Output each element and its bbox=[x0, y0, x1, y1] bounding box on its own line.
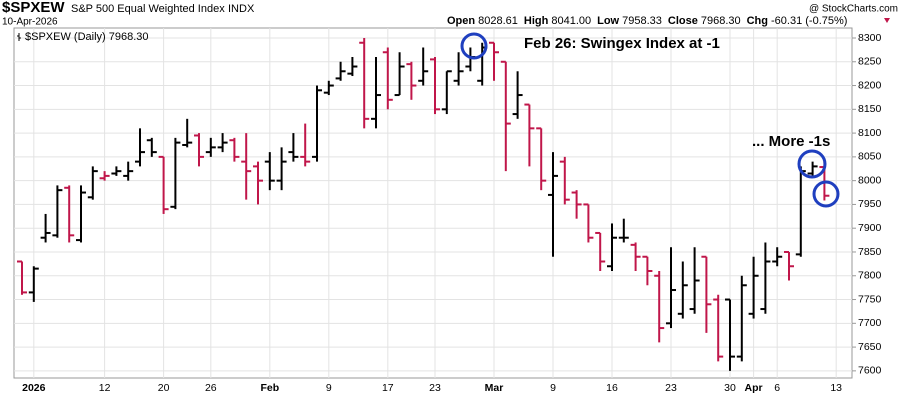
x-tick-label: 17 bbox=[382, 382, 394, 394]
x-tick-label: 9 bbox=[550, 382, 556, 394]
y-tick-label: 8050 bbox=[858, 151, 882, 163]
x-tick-label: 12 bbox=[99, 382, 111, 394]
x-tick-label: 23 bbox=[429, 382, 441, 394]
highlight-circle bbox=[812, 180, 840, 208]
quote-value: 8028.61 bbox=[478, 15, 518, 27]
quote-label: High bbox=[524, 15, 549, 27]
y-tick-label: 8200 bbox=[858, 79, 882, 91]
annotation: Feb 26: Swingex Index at -1 bbox=[524, 35, 720, 52]
y-tick-label: 7900 bbox=[858, 222, 882, 234]
quote-value: 8041.00 bbox=[551, 15, 591, 27]
y-tick-label: 8000 bbox=[858, 174, 882, 186]
quote-value: -60.31 (-0.75%) bbox=[771, 15, 847, 27]
quote-label: Open bbox=[447, 15, 475, 27]
x-tick-label: 20 bbox=[158, 382, 170, 394]
annotation: ... More -1s bbox=[752, 133, 830, 150]
down-arrow bbox=[884, 18, 890, 23]
x-tick-label: 13 bbox=[830, 382, 842, 394]
legend-icon bbox=[17, 33, 21, 41]
copyright: @ StockCharts.com bbox=[809, 4, 898, 15]
quote-label: Close bbox=[668, 15, 698, 27]
y-tick-label: 7700 bbox=[858, 317, 882, 329]
y-tick-label: 7600 bbox=[858, 365, 882, 377]
highlight-circle bbox=[460, 32, 488, 60]
x-tick-label: 9 bbox=[326, 382, 332, 394]
quote-label: Low bbox=[597, 15, 619, 27]
y-tick-label: 7850 bbox=[858, 246, 882, 258]
y-tick-label: 7650 bbox=[858, 341, 882, 353]
date: 10-Apr-2026 bbox=[2, 17, 58, 28]
chart-title: S&P 500 Equal Weighted Index bbox=[71, 3, 225, 15]
x-tick-label: Feb bbox=[260, 382, 279, 394]
y-tick-label: 7800 bbox=[858, 270, 882, 282]
exchange: INDX bbox=[228, 3, 255, 15]
quote-label: Chg bbox=[747, 15, 768, 27]
y-tick-label: 8100 bbox=[858, 127, 882, 139]
y-tick-label: 7750 bbox=[858, 293, 882, 305]
x-tick-label: 16 bbox=[606, 382, 618, 394]
quote-value: 7968.30 bbox=[701, 15, 741, 27]
x-tick-label: Mar bbox=[485, 382, 504, 394]
x-tick-label: 30 bbox=[724, 382, 736, 394]
y-tick-label: 7950 bbox=[858, 198, 882, 210]
y-tick-label: 8250 bbox=[858, 56, 882, 68]
quote-value: 7958.33 bbox=[622, 15, 662, 27]
highlight-circle bbox=[797, 149, 827, 179]
x-tick-label: 2026 bbox=[22, 382, 46, 394]
x-tick-label: Apr bbox=[745, 382, 763, 394]
y-tick-label: 8150 bbox=[858, 103, 882, 115]
y-tick-label: 8300 bbox=[858, 32, 882, 44]
x-tick-label: 26 bbox=[205, 382, 217, 394]
plot-frame bbox=[13, 27, 853, 379]
x-tick-label: 23 bbox=[665, 382, 677, 394]
x-tick-label: 6 bbox=[774, 382, 780, 394]
legend: $SPXEW (Daily) 7968.30 bbox=[25, 31, 149, 43]
symbol: $SPXEW bbox=[2, 0, 65, 16]
quote: Open 8028.61 High 8041.00 Low 7958.33 Close 796… bbox=[447, 15, 847, 27]
